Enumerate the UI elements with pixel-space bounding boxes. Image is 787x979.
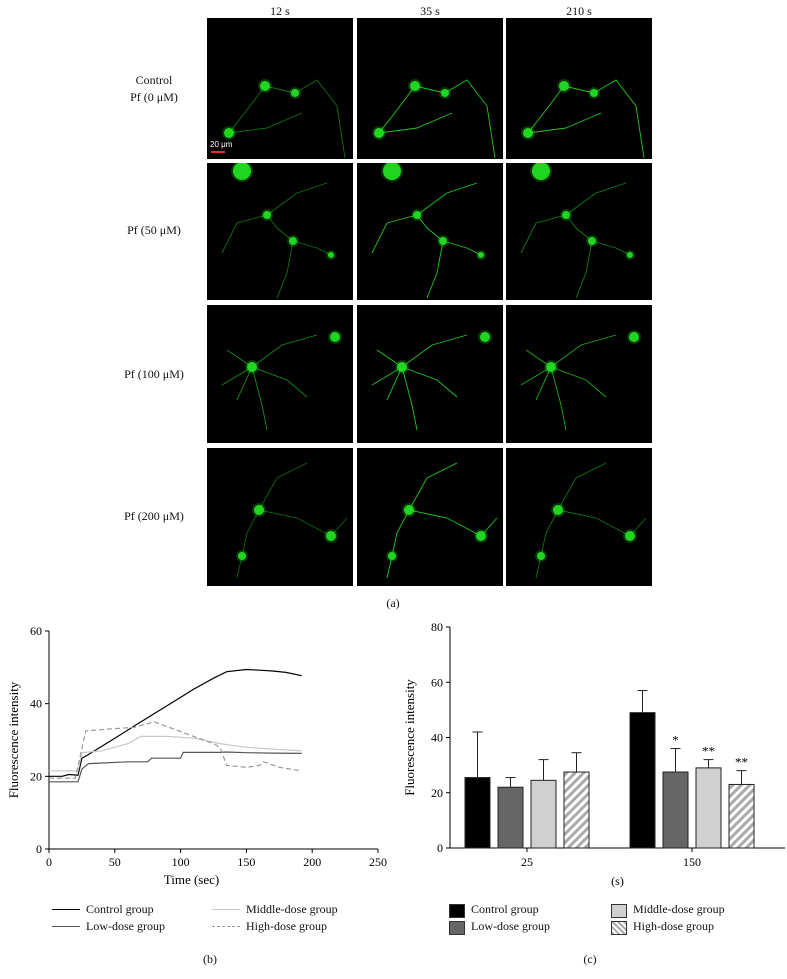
legend-b-high-swatch [212, 926, 240, 927]
column-title-210s: 210 s [566, 4, 592, 18]
legend-b-low-swatch [52, 926, 80, 927]
bar-control-group-150 [629, 712, 656, 849]
panel-label-b: (b) [203, 952, 217, 966]
legend-b-control-swatch [52, 909, 80, 910]
bar-high-dose-group-25 [563, 771, 590, 849]
neuron-drawing [521, 79, 645, 159]
x-axis-label: (s) [611, 874, 624, 888]
y-tick-label-40: 40 [30, 697, 42, 711]
neuron-drawing [520, 330, 641, 431]
axes: 0 20 40 60 80 Fluorescence intensity 25 150 (s) [402, 620, 785, 888]
row-label-control-line2: Pf (0 μM) [130, 90, 178, 104]
legend-b-middle-label: Middle-dose group [246, 902, 338, 916]
y-tick-label-60: 60 [30, 624, 42, 638]
neuron-drawing [520, 163, 635, 299]
bar-middle-dose-group-150 [695, 767, 722, 849]
bar-control-group-25 [464, 777, 491, 849]
neuron-drawing [221, 330, 342, 431]
micrograph-r2-c2 [357, 163, 503, 300]
neuron-drawing [236, 462, 348, 579]
bar-low-dose-group-150 [662, 771, 689, 849]
y-tick-label-40: 40 [431, 731, 443, 745]
column-title-12s: 12 s [270, 4, 290, 18]
scale-bar [211, 151, 225, 153]
micrograph-r2-c3 [506, 163, 652, 300]
series-line-high-dose-group [49, 721, 302, 779]
micrograph-r4-c2 [357, 448, 503, 586]
neuron-drawing [221, 163, 336, 299]
significance-mark: * [672, 733, 679, 748]
panel-label-c: (c) [583, 952, 597, 966]
neuron-drawing [222, 79, 346, 159]
micrograph-r1-c3 [506, 18, 652, 159]
micrograph-r2-c1 [207, 163, 353, 300]
legend-c-low-swatch [449, 921, 465, 935]
row-label-control-line1: Control [135, 73, 173, 87]
category-label-25: 25 [521, 855, 533, 869]
column-title-35s: 35 s [420, 4, 440, 18]
x-axis-label: Time (sec) [164, 872, 220, 887]
x-tick-label-150: 150 [237, 855, 255, 869]
y-axis-label: Fluorescence intensity [402, 679, 417, 796]
series-line-control-group [49, 668, 302, 777]
legend-c-control-label: Control group [471, 902, 539, 916]
y-tick-label-20: 20 [431, 786, 443, 800]
bar-middle-dose-group-25 [530, 779, 557, 849]
y-tick-label-80: 80 [431, 620, 443, 634]
significance-mark: ** [735, 755, 748, 770]
neuron-drawing [386, 462, 498, 579]
legend-c-middle-label: Middle-dose group [633, 902, 725, 916]
legend-c-middle-swatch [611, 904, 627, 918]
micrograph-r4-c1 [207, 448, 353, 586]
neuron-drawing [371, 330, 492, 431]
row-label-control: Control Pf (0 μM) [100, 72, 208, 106]
series-line-low-dose-group [49, 751, 302, 783]
y-axis-label: Fluorescence intensity [6, 681, 21, 798]
axes: 0 50 100 150 200 250 0 20 40 60 Time (sec) Fluoresc… [6, 624, 387, 887]
legend-c-high-label: High-dose group [633, 919, 714, 933]
x-tick-label-200: 200 [303, 855, 321, 869]
legend-b-low-label: Low-dose group [86, 919, 165, 933]
bar-low-dose-group-25 [497, 786, 524, 849]
micrograph-r3-c2 [357, 305, 503, 443]
legend-c-control-swatch [449, 904, 465, 918]
legend-c-low-label: Low-dose group [471, 919, 550, 933]
micrograph-r3-c3 [506, 305, 652, 443]
bar-high-dose-group-150 [728, 783, 755, 849]
bar-chart-svg: 0 20 40 60 80 Fluorescence intensity 25 150 (s) *… [402, 620, 785, 888]
category-label-150: 150 [683, 855, 701, 869]
x-tick-label-0: 0 [46, 855, 52, 869]
significance-mark: ** [702, 744, 715, 759]
legend-b-middle-swatch [212, 909, 240, 910]
y-tick-label-0: 0 [36, 842, 42, 856]
row-label-pf100: Pf (100 μM) [124, 367, 184, 381]
micrograph-r3-c1 [207, 305, 353, 443]
x-tick-label-250: 250 [369, 855, 387, 869]
line-chart-svg: 0 50 100 150 200 250 0 20 40 60 Time (sec) Fluoresc… [6, 624, 387, 887]
y-tick-label-20: 20 [30, 769, 42, 783]
neuron-drawing [535, 462, 647, 579]
legend-b-high-label: High-dose group [246, 919, 327, 933]
micrograph-r1-c2 [357, 18, 503, 159]
micrograph-r1-c1 [207, 18, 353, 159]
x-tick-label-100: 100 [172, 855, 190, 869]
series-line-middle-dose-group [49, 735, 302, 772]
neuron-drawing [372, 79, 496, 159]
legend-c-high-swatch [611, 921, 627, 935]
legend-b-control-label: Control group [86, 902, 154, 916]
y-tick-label-60: 60 [431, 675, 443, 689]
neuron-drawing [371, 163, 486, 299]
micrograph-r4-c3 [506, 448, 652, 586]
y-tick-label-0: 0 [437, 841, 443, 855]
x-tick-label-50: 50 [109, 855, 121, 869]
scale-bar-label: 20 μm [210, 140, 233, 149]
panel-label-a: (a) [386, 596, 400, 610]
row-label-pf200: Pf (200 μM) [124, 509, 184, 523]
row-label-pf50: Pf (50 μM) [127, 223, 181, 237]
